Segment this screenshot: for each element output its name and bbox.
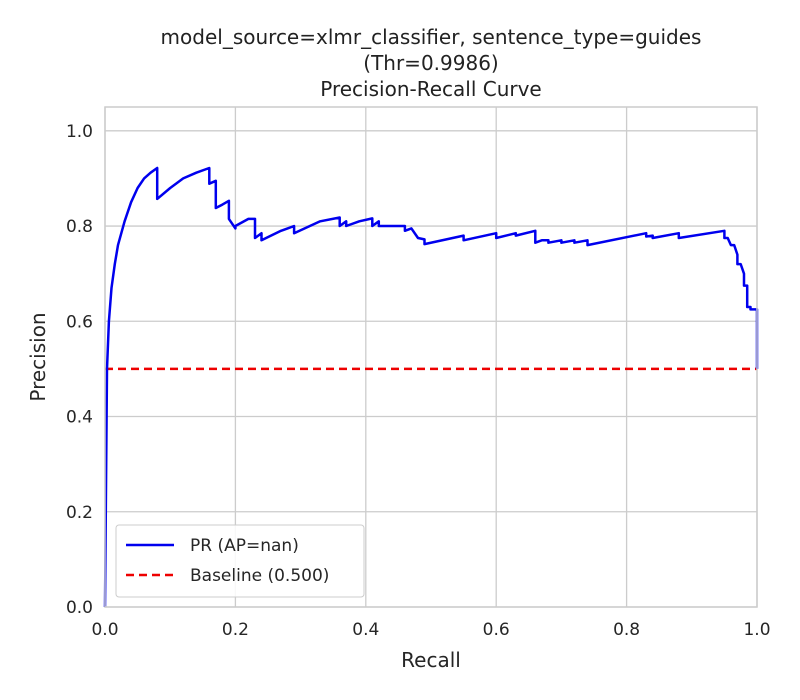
plot-area: [105, 107, 757, 607]
chart-title-line-2: (Thr=0.9986): [363, 51, 498, 75]
x-tick-label: 0.8: [613, 620, 640, 640]
legend: PR (AP=nan) Baseline (0.500): [115, 524, 365, 598]
y-tick-label: 0.6: [66, 312, 93, 332]
x-tick-label: 0.4: [352, 620, 379, 640]
series-layer: [103, 166, 759, 608]
y-tick-label: 0.4: [66, 408, 93, 428]
x-tick-labels: 0.0 0.2 0.4 0.6 0.8 1.0: [91, 620, 770, 640]
x-tick-label: 1.0: [743, 620, 770, 640]
legend-label-pr: PR (AP=nan): [190, 536, 299, 556]
y-tick-label: 0.8: [66, 217, 93, 237]
grid: [104, 107, 758, 608]
y-tick-labels: 0.0 0.2 0.4 0.6 0.8 1.0: [66, 122, 93, 618]
y-tick-label: 1.0: [66, 122, 93, 142]
legend-label-baseline: Baseline (0.500): [190, 566, 329, 586]
x-tick-label: 0.0: [91, 620, 118, 640]
x-tick-label: 0.2: [222, 620, 249, 640]
legend-box: [115, 524, 365, 598]
y-tick-label: 0.0: [66, 598, 93, 618]
y-tick-label: 0.2: [66, 503, 93, 523]
pr-curve-line: [103, 166, 759, 608]
y-axis-label: Precision: [26, 312, 50, 401]
plot-frame: [104, 106, 758, 608]
chart-title-line-1: model_source=xlmr_classifier, sentence_t…: [161, 25, 702, 49]
x-axis-label: Recall: [401, 648, 461, 672]
chart-title-line-3: Precision-Recall Curve: [320, 77, 541, 101]
x-tick-label: 0.6: [483, 620, 510, 640]
